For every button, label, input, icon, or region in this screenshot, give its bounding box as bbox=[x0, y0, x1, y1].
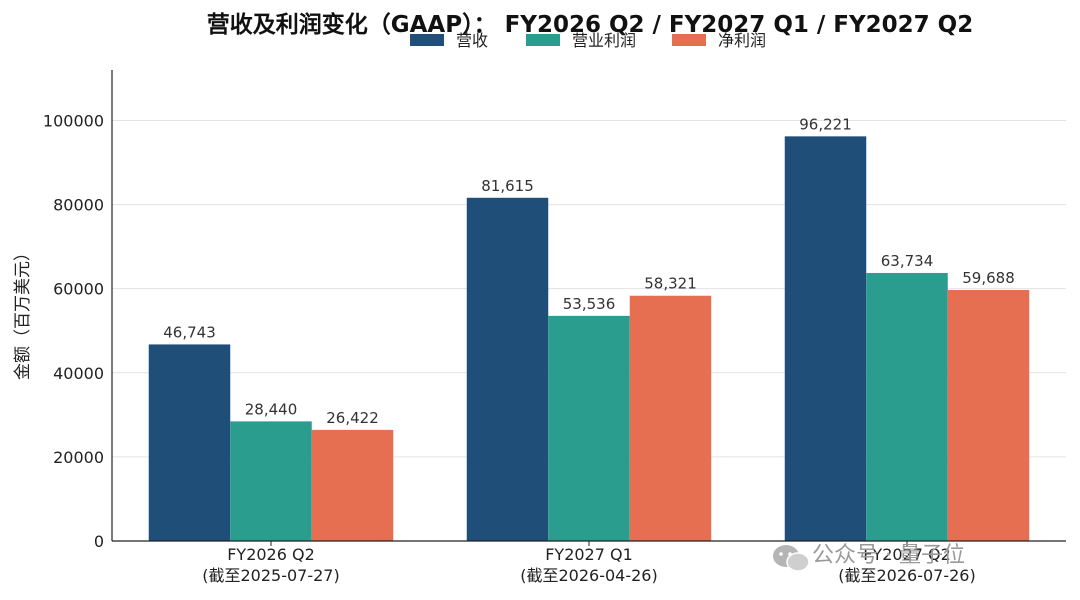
data-label: 53,536 bbox=[563, 295, 616, 313]
legend-swatch bbox=[410, 34, 444, 46]
data-label: 26,422 bbox=[326, 409, 379, 427]
bar bbox=[466, 197, 549, 541]
data-label: 46,743 bbox=[163, 323, 216, 341]
y-tick-label: 80000 bbox=[53, 196, 104, 215]
bar bbox=[629, 295, 712, 541]
x-tick-label: (截至2025-07-27) bbox=[202, 566, 339, 585]
x-tick-label: FY2026 Q2 bbox=[227, 545, 315, 564]
legend-swatch bbox=[672, 34, 706, 46]
bar bbox=[784, 136, 867, 541]
legend-label: 营收 bbox=[456, 31, 488, 50]
y-tick-label: 0 bbox=[94, 532, 104, 551]
legend: 营收 营业利润 净利润 bbox=[410, 31, 766, 50]
data-label: 58,321 bbox=[644, 275, 697, 293]
data-label: 28,440 bbox=[245, 400, 298, 418]
bar bbox=[311, 429, 394, 541]
y-tick-label: 60000 bbox=[53, 280, 104, 299]
x-tick-label: FY2027 Q2 bbox=[863, 545, 951, 564]
bar bbox=[548, 315, 630, 541]
data-label: 81,615 bbox=[481, 177, 534, 195]
chart-title: 营收及利润变化（GAAP）： FY2026 Q2 / FY2027 Q1 / F… bbox=[207, 11, 974, 38]
bar bbox=[230, 421, 312, 541]
x-tick-labels: FY2026 Q2 (截至2025-07-27) FY2027 Q1 (截至2026-… bbox=[202, 541, 976, 585]
wechat-icon bbox=[773, 545, 810, 572]
legend-label: 净利润 bbox=[718, 31, 766, 50]
x-tick-label: (截至2026-07-26) bbox=[838, 566, 975, 585]
bars: 46,743 28,440 26,422 81,615 53,536 58,321 96,2… bbox=[148, 115, 1030, 541]
y-tick-label: 40000 bbox=[53, 364, 104, 383]
data-label: 96,221 bbox=[799, 115, 852, 133]
bar bbox=[947, 289, 1030, 541]
x-tick-label: FY2027 Q1 bbox=[545, 545, 633, 564]
watermark-text: 公众号 · 量子位 bbox=[812, 543, 965, 568]
bar bbox=[148, 344, 231, 541]
y-tick-label: 100000 bbox=[43, 111, 104, 130]
data-label: 59,688 bbox=[962, 269, 1015, 287]
legend-label: 营业利润 bbox=[572, 31, 636, 50]
watermark: 公众号 · 量子位 bbox=[773, 543, 965, 572]
data-label: 63,734 bbox=[881, 252, 934, 270]
y-tick-label: 20000 bbox=[53, 448, 104, 467]
bar bbox=[866, 272, 948, 541]
x-tick-label: (截至2026-04-26) bbox=[520, 566, 657, 585]
legend-swatch bbox=[526, 34, 560, 46]
y-tick-labels: 0 20000 40000 60000 80000 100000 bbox=[43, 111, 104, 551]
y-axis-label: 金额（百万美元） bbox=[13, 244, 33, 380]
